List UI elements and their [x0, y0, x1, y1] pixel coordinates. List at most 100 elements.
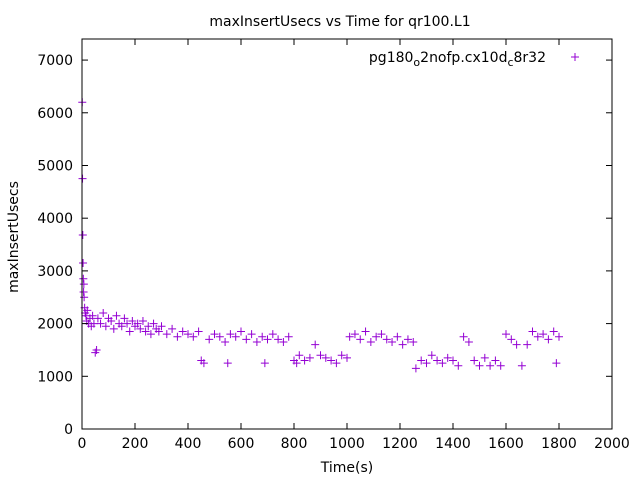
data-point: [454, 361, 463, 370]
data-point: [356, 335, 365, 344]
data-point: [316, 351, 325, 360]
data-point: [162, 330, 171, 339]
data-point: [252, 338, 261, 347]
data-point: [260, 359, 269, 368]
y-tick-label: 6000: [37, 106, 73, 122]
data-point: [417, 356, 426, 365]
y-tick-label: 2000: [37, 317, 73, 333]
x-tick-label: 1600: [488, 436, 524, 452]
legend-label-part: 8r32: [514, 50, 546, 66]
legend-label-part: pg180: [369, 50, 414, 66]
data-point: [189, 332, 198, 341]
y-axis-label: maxInsertUsecs: [6, 181, 22, 293]
data-point: [123, 319, 132, 328]
data-point: [533, 332, 542, 341]
data-point: [173, 332, 182, 341]
y-tick-label: 4000: [37, 211, 73, 227]
y-axis: 0 1000 2000 3000 4000 5000 6000 7000: [37, 53, 612, 438]
data-point: [79, 287, 88, 296]
chart-title: maxInsertUsecs vs Time for qr100.L1: [209, 14, 470, 30]
data-point: [327, 356, 336, 365]
data-point: [470, 356, 479, 365]
data-point: [433, 356, 442, 365]
x-tick-label: 2000: [594, 436, 630, 452]
data-point: [486, 361, 495, 370]
data-point: [223, 359, 232, 368]
legend-label-part: 2nofp.cx10d: [420, 50, 507, 66]
x-tick-label: 600: [228, 436, 255, 452]
data-point: [507, 335, 516, 344]
data-point: [411, 364, 420, 373]
data-point: [141, 327, 150, 336]
x-tick-label: 1800: [541, 436, 577, 452]
x-tick-label: 1000: [329, 436, 365, 452]
data-point: [237, 327, 245, 336]
y-tick-label: 0: [64, 422, 73, 438]
data-point: [107, 316, 116, 325]
legend-marker: [571, 53, 579, 61]
data-point: [268, 330, 277, 339]
data-point: [555, 332, 563, 341]
y-tick-label: 1000: [37, 369, 73, 385]
data-point: [247, 330, 256, 339]
data-point: [226, 330, 235, 339]
data-point: [93, 314, 102, 323]
data-point: [88, 311, 97, 320]
data-point: [449, 356, 457, 365]
data-point: [128, 316, 137, 325]
data-point: [242, 335, 251, 344]
data-point: [136, 324, 145, 333]
data-point: [422, 359, 431, 368]
y-tick-label: 3000: [37, 264, 73, 280]
legend-label-subscript: c: [507, 56, 513, 69]
data-point: [438, 359, 447, 368]
data-point: [539, 330, 548, 339]
x-tick-label: 400: [175, 436, 202, 452]
data-point: [305, 353, 314, 362]
data-point: [96, 319, 105, 328]
data-point: [393, 332, 402, 341]
legend-label: pg180o2nofp.cx10dc8r32: [369, 50, 546, 69]
data-point: [284, 332, 293, 341]
data-point: [332, 359, 341, 368]
x-tick-label: 1200: [382, 436, 418, 452]
data-point: [372, 332, 381, 341]
data-point: [544, 335, 553, 344]
data-point: [78, 231, 87, 240]
data-point: [144, 322, 153, 331]
data-point: [464, 338, 473, 347]
data-point: [79, 258, 88, 267]
data-point: [475, 361, 484, 370]
data-point: [221, 338, 230, 347]
data-point: [512, 340, 521, 349]
data-point: [382, 335, 391, 344]
data-point: [101, 322, 110, 331]
data-point: [517, 361, 526, 370]
data-point: [205, 335, 214, 344]
data-point: [80, 293, 89, 302]
data-point: [117, 322, 126, 331]
data-point: [99, 309, 108, 318]
data-point: [215, 332, 224, 341]
data-point: [459, 332, 468, 341]
y-tick-label: 7000: [37, 53, 73, 69]
data-point: [502, 330, 510, 339]
data-point: [528, 327, 537, 336]
data-point: [295, 351, 304, 360]
data-point: [154, 327, 163, 336]
data-point: [194, 327, 203, 336]
data-point: [337, 351, 346, 360]
data-point: [83, 306, 92, 315]
data-point: [125, 327, 134, 336]
data-point: [138, 316, 147, 325]
data-point: [79, 274, 88, 283]
data-point: [480, 353, 489, 362]
data-point: [549, 327, 558, 336]
data-point: [388, 338, 397, 347]
data-point: [300, 356, 309, 365]
data-point: [311, 340, 320, 349]
data-point: [112, 311, 121, 320]
data-point: [146, 330, 155, 339]
